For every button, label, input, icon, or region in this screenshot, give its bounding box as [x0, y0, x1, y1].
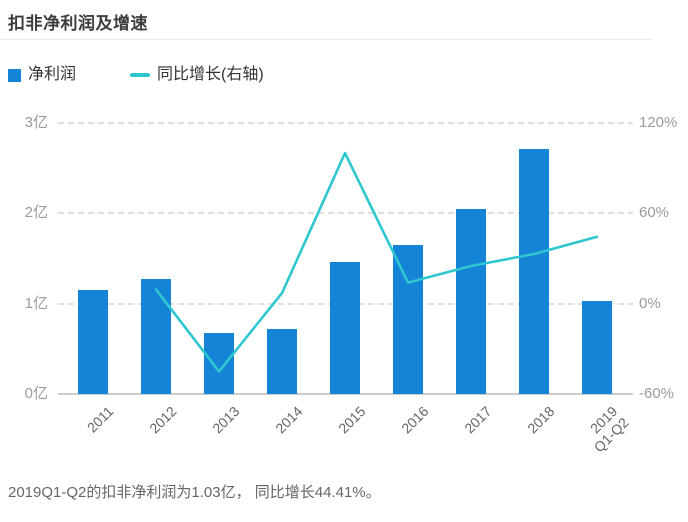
bar-2013[interactable] — [204, 333, 234, 394]
bar-2018[interactable] — [519, 149, 549, 394]
bar-2011[interactable] — [78, 290, 108, 394]
right-axis-tick-label: 0% — [639, 294, 661, 312]
x-axis-label-2016: 2016 — [397, 403, 432, 437]
x-axis-label-2012: 2012 — [145, 403, 180, 437]
right-axis-tick-label: 60% — [639, 204, 670, 222]
bar-2017[interactable] — [456, 208, 486, 394]
x-axis-label-2014: 2014 — [271, 403, 306, 437]
right-axis-tick-label: 120% — [639, 114, 678, 131]
y-axis-tick-label: 2亿 — [24, 204, 48, 222]
x-axis-label-2013: 2013 — [208, 403, 243, 437]
x-axis-label-2015: 2015 — [334, 403, 369, 437]
y-axis-tick-label: 0亿 — [24, 385, 48, 402]
x-axis-label-2017: 2017 — [460, 403, 495, 437]
x-axis-label-2019: 2019 Q1-Q2 — [586, 403, 632, 456]
bar-series-swatch-icon — [8, 68, 21, 82]
legend-label-yoy-growth: 同比增长(右轴) — [157, 66, 264, 83]
bar-2012[interactable] — [141, 279, 171, 394]
x-axis-line — [58, 393, 633, 395]
bar-2016[interactable] — [393, 244, 423, 394]
page-title: 扣非净利润及增速 — [8, 14, 148, 33]
legend-item-net-profit[interactable]: 净利润 — [8, 64, 76, 86]
legend-label-net-profit: 净利润 — [28, 66, 77, 83]
header-divider — [0, 39, 652, 40]
bar-2019[interactable] — [582, 300, 612, 394]
chart-caption: 2019Q1-Q2的扣非净利润为1.03亿， 同比增长44.41%。 — [8, 484, 381, 501]
chart-legend: 净利润 同比增长(右轴) — [0, 64, 688, 86]
line-series-swatch-icon — [130, 73, 150, 77]
y-axis-tick-label: 1亿 — [24, 294, 48, 312]
legend-item-yoy-growth[interactable]: 同比增长(右轴) — [130, 64, 264, 86]
bar-2014[interactable] — [267, 328, 297, 394]
x-axis-label-2011: 2011 — [83, 403, 117, 436]
gridline — [58, 122, 633, 124]
x-axis-label-2018: 2018 — [523, 403, 558, 437]
bar-2015[interactable] — [330, 262, 360, 394]
right-axis-tick-label: -60% — [639, 385, 675, 402]
y-axis-tick-label: 3亿 — [24, 114, 48, 131]
